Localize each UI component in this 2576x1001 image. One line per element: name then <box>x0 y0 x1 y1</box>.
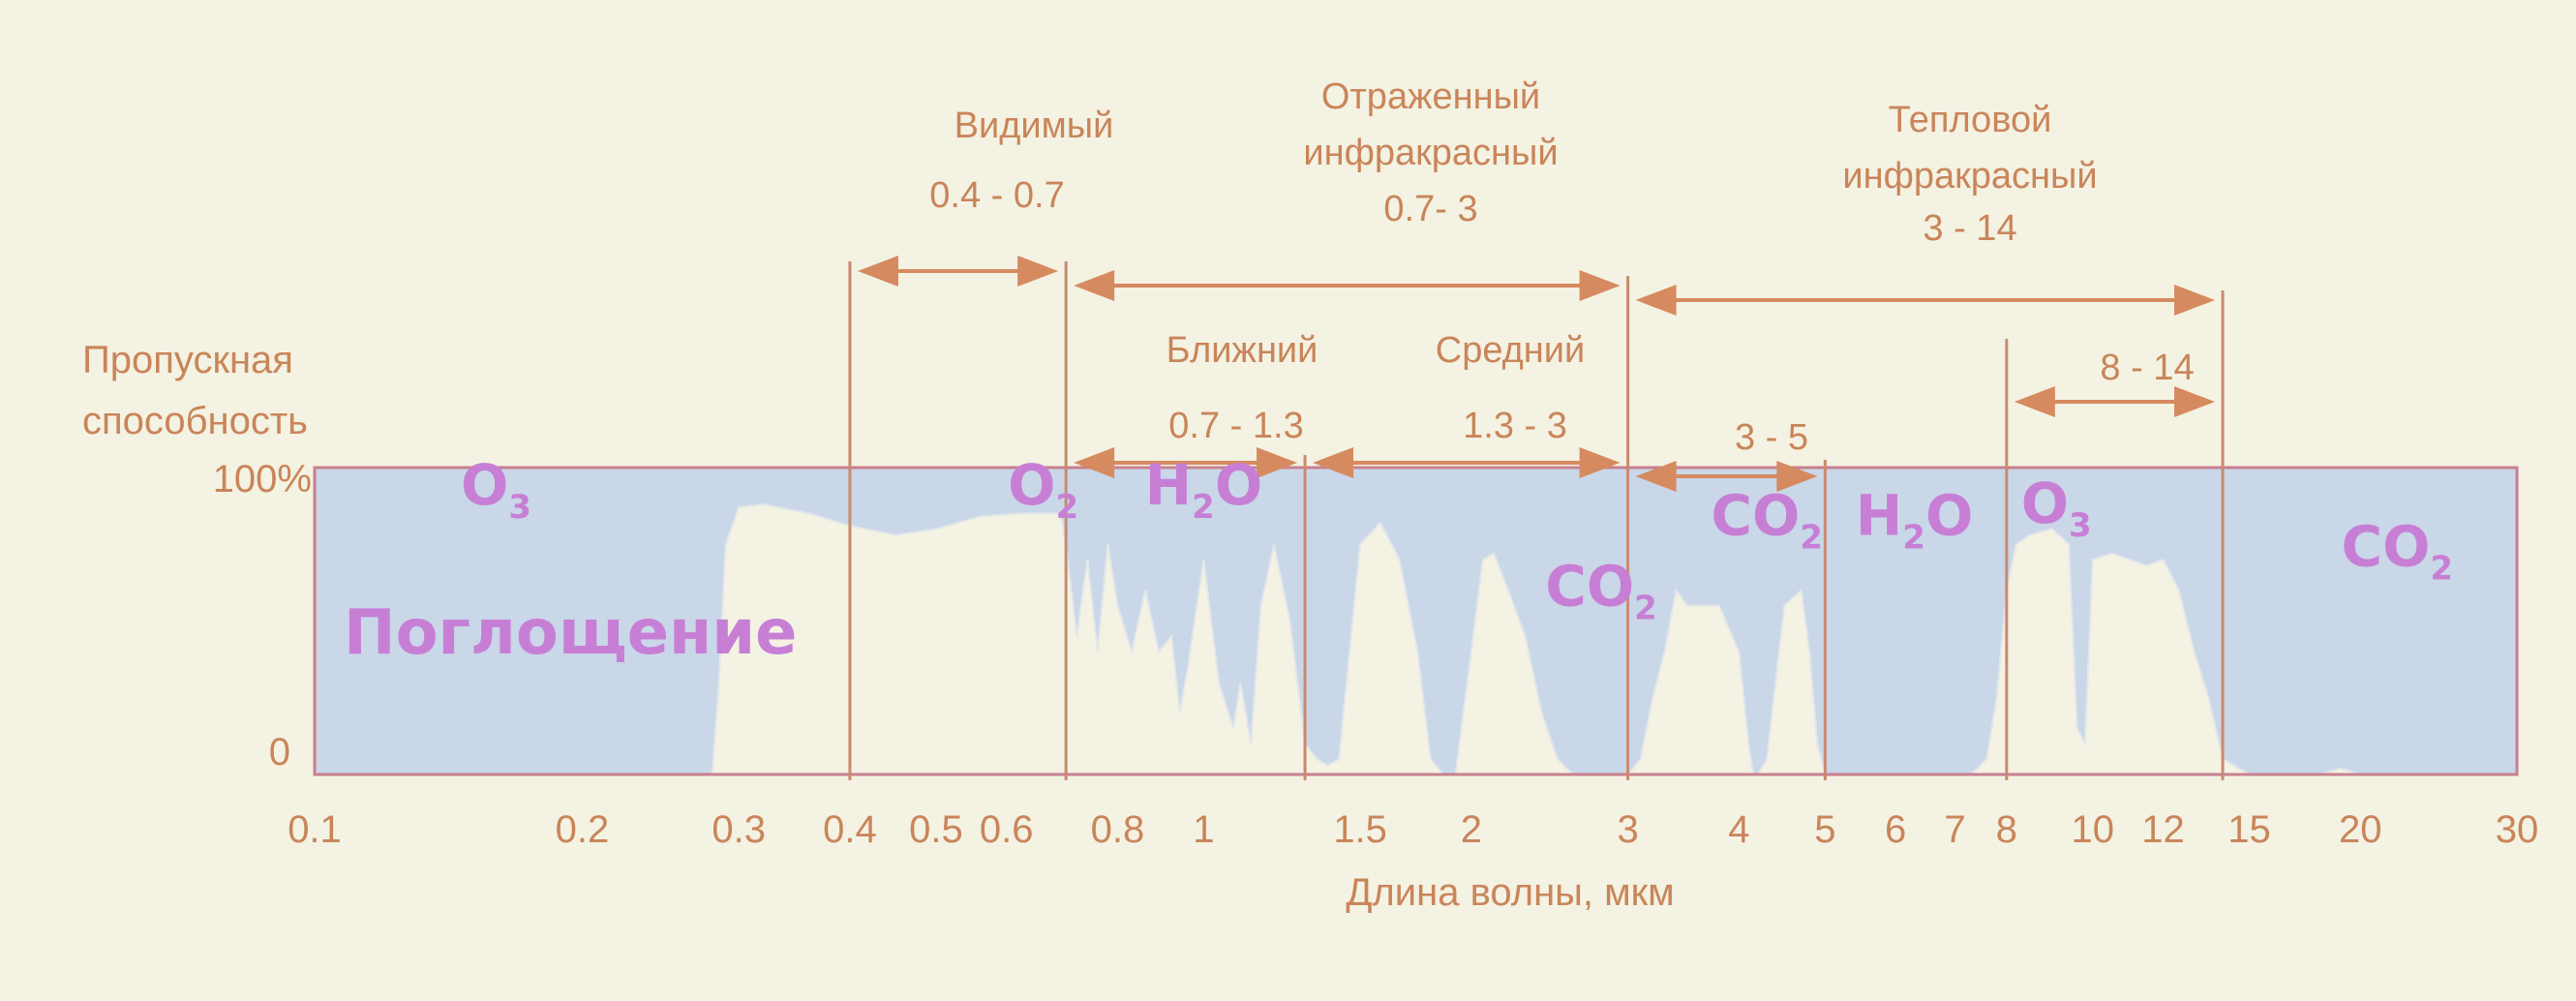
gas-label-symbol: CO <box>1545 554 1634 620</box>
gas-label-subscript: 2 <box>1634 590 1657 628</box>
x-tick-label: 10 <box>2072 808 2115 851</box>
x-tick-label: 1 <box>1193 808 1214 851</box>
band-reflected-ir-name-line1: Отраженный <box>1321 76 1540 117</box>
gas-label-tail: O <box>1215 452 1262 518</box>
x-tick-label: 12 <box>2141 808 2185 851</box>
band-arrow-head-right <box>1579 270 1621 301</box>
gas-label-symbol: H <box>1145 452 1193 518</box>
gas-label: CO2 <box>1711 483 1823 558</box>
x-tick-label: 1.5 <box>1333 808 1387 851</box>
gas-label: H2O <box>1145 452 1263 527</box>
band-mid-ir-range: 1.3 - 3 <box>1463 406 1567 446</box>
band-thermal-ir-name-line1: Тепловой <box>1889 100 2052 140</box>
gas-label-symbol: CO <box>2342 513 2431 579</box>
y-axis-label-line2: способность <box>82 400 308 442</box>
x-tick-label: 7 <box>1944 808 1965 851</box>
absorption-label: Поглощение <box>344 597 797 669</box>
gas-label: O3 <box>2021 470 2092 545</box>
band-thermal-ir-name-line2: инфракрасный <box>1842 156 2097 197</box>
x-axis-ticks: 0.1 0.2 0.3 0.4 0.5 0.6 0.8 1 1.5 2 3 4 5 6 7 8 10 12 15 20… <box>288 808 2538 851</box>
gas-label: O3 <box>461 452 531 527</box>
gas-label-subscript: 3 <box>2069 506 2092 545</box>
y-axis-label-line1: Пропускная <box>82 339 293 381</box>
band-arrow-head-right <box>1257 447 1298 478</box>
band-near-ir-range: 0.7 - 1.3 <box>1168 406 1303 446</box>
x-tick-label: 6 <box>1885 808 1906 851</box>
band-arrow-head-left <box>1074 270 1115 301</box>
gas-label-symbol: H <box>1856 483 1903 549</box>
gas-label-subscript: 2 <box>1800 519 1823 558</box>
y-tick-100: 100% <box>213 458 312 500</box>
band-8-14-range: 8 - 14 <box>2100 348 2194 388</box>
band-arrow-head-left <box>1635 285 1677 316</box>
x-tick-label: 0.5 <box>909 808 963 851</box>
band-arrow-head-right <box>1017 256 1059 287</box>
band-3-5-range: 3 - 5 <box>1735 417 1808 458</box>
band-arrow-head-left <box>1074 447 1115 478</box>
gas-label-subscript: 3 <box>508 488 531 527</box>
gas-label: CO2 <box>2342 513 2454 588</box>
x-tick-label: 0.3 <box>712 808 766 851</box>
band-arrow-head-right <box>1579 447 1621 478</box>
x-tick-label: 0.2 <box>556 808 610 851</box>
gas-label-symbol: O <box>461 452 508 518</box>
gas-label: O2 <box>1008 452 1078 527</box>
band-visible-name: Видимый <box>955 106 1114 146</box>
band-arrow-head-left <box>2014 386 2055 417</box>
x-tick-label: 8 <box>1996 808 2017 851</box>
band-mid-ir-name: Средний <box>1436 330 1586 371</box>
band-boundaries <box>848 261 2225 780</box>
gas-label-symbol: O <box>2021 470 2069 536</box>
gas-label-symbol: CO <box>1711 483 1800 549</box>
x-tick-label: 0.1 <box>288 808 342 851</box>
band-arrow-head-right <box>2174 285 2216 316</box>
band-arrow-head-right <box>2174 386 2216 417</box>
x-axis-label: Длина волны, мкм <box>1346 871 1674 914</box>
x-tick-label: 15 <box>2227 808 2271 851</box>
gas-label: CO2 <box>1545 554 1657 628</box>
gas-label-subscript: 2 <box>2430 549 2453 588</box>
x-tick-label: 30 <box>2496 808 2539 851</box>
gas-label-tail: O <box>1925 483 1973 549</box>
band-arrows <box>857 256 2216 492</box>
band-arrow-head-left <box>1635 461 1677 492</box>
gas-label-symbol: O <box>1008 452 1055 518</box>
band-visible-range: 0.4 - 0.7 <box>929 175 1064 216</box>
band-arrow-head-left <box>1313 447 1354 478</box>
band-reflected-ir-name-line2: инфракрасный <box>1303 133 1558 173</box>
y-tick-0: 0 <box>269 731 290 774</box>
transmission-curve <box>315 502 2517 775</box>
gas-label: H2O <box>1856 483 1974 558</box>
x-tick-label: 0.6 <box>980 808 1034 851</box>
x-tick-label: 0.8 <box>1091 808 1145 851</box>
plot-frame <box>313 466 2519 776</box>
x-tick-label: 4 <box>1728 808 1749 851</box>
gas-label-subscript: 2 <box>1192 488 1215 527</box>
band-near-ir-name: Ближний <box>1167 330 1318 371</box>
x-tick-label: 2 <box>1461 808 1482 851</box>
band-thermal-ir-range: 3 - 14 <box>1923 208 2016 249</box>
x-tick-label: 3 <box>1617 808 1638 851</box>
x-tick-label: 5 <box>1814 808 1835 851</box>
x-tick-label: 0.4 <box>823 808 877 851</box>
band-reflected-ir-range: 0.7- 3 <box>1383 189 1477 229</box>
x-tick-label: 20 <box>2339 808 2382 851</box>
gas-label-subscript: 2 <box>1055 488 1078 527</box>
gas-label-subscript: 2 <box>1902 519 1925 558</box>
band-arrow-head-right <box>1776 461 1818 492</box>
band-arrow-head-left <box>857 256 898 287</box>
